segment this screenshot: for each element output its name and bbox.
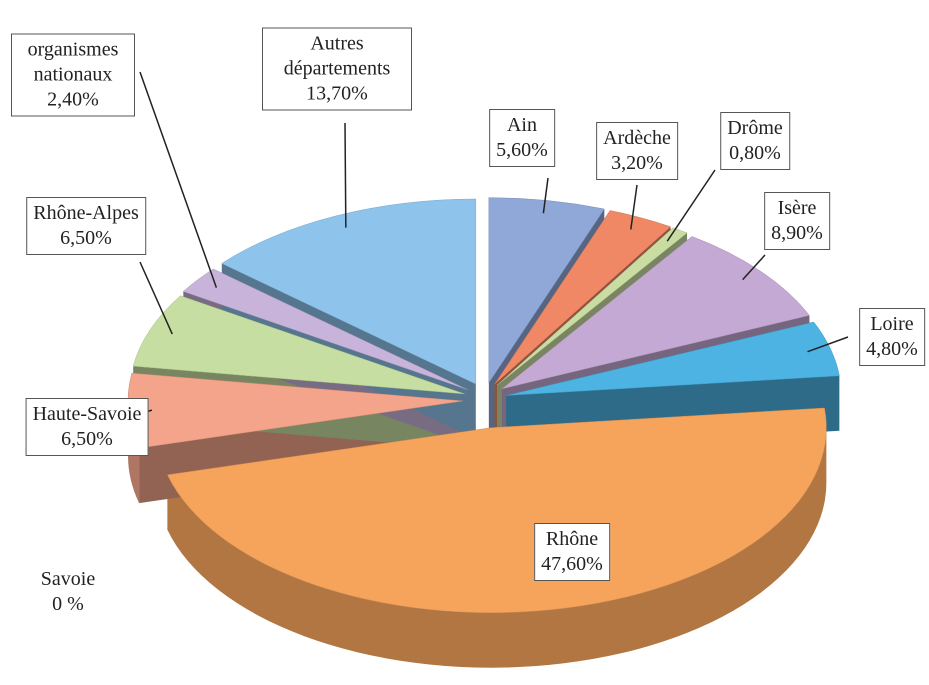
pie-slice — [501, 236, 810, 390]
pie-slice — [496, 227, 688, 386]
data-label: Savoie 0 % — [35, 564, 101, 620]
leader-line — [807, 336, 849, 353]
value-label: 0 % — [52, 593, 84, 615]
pie-slice — [167, 407, 827, 613]
pie-slice — [488, 197, 605, 384]
pie-slice — [182, 268, 468, 390]
leader-line — [344, 122, 347, 228]
leader-line — [742, 254, 766, 281]
value-label: 5,60% — [496, 139, 548, 161]
category-label: Isère — [777, 197, 817, 219]
data-label: Isère 8,90% — [764, 192, 830, 250]
data-label: Rhône-Alpes 6,50% — [26, 197, 146, 255]
data-label: organismes nationaux 2,40% — [11, 33, 135, 117]
value-label: 2,40% — [47, 88, 99, 111]
category-label: Autres départements — [283, 32, 391, 80]
value-label: 3,20% — [611, 152, 663, 174]
leader-line — [139, 261, 173, 335]
leader-line — [630, 184, 638, 230]
category-label: Rhône-Alpes — [33, 202, 139, 224]
category-label: Drôme — [727, 117, 783, 139]
pie-tops — [127, 197, 840, 613]
pie-slice — [506, 321, 840, 396]
value-label: 4,80% — [866, 338, 918, 360]
pie-slice — [132, 295, 465, 395]
value-label: 6,50% — [61, 428, 113, 450]
pie-slice — [494, 210, 672, 385]
leader-line — [542, 177, 549, 214]
value-label: 8,90% — [771, 222, 823, 244]
pie-slice — [221, 198, 477, 385]
category-label: Haute-Savoie — [32, 403, 142, 425]
value-label: 6,50% — [60, 227, 112, 249]
data-label: Autres départements 13,70% — [262, 27, 412, 111]
data-label: Rhône 47,60% — [534, 523, 610, 581]
leader-line — [666, 169, 716, 242]
value-label: 0,80% — [729, 142, 781, 164]
category-label: Ain — [506, 114, 537, 136]
data-label: Ardèche 3,20% — [596, 122, 678, 180]
data-label: Ain 5,60% — [489, 109, 555, 167]
value-label: 13,70% — [306, 82, 368, 105]
category-label: Ardèche — [603, 127, 671, 149]
value-label: 47,60% — [541, 553, 603, 575]
category-label: Loire — [870, 313, 914, 335]
slice-wall — [167, 427, 827, 668]
category-label: organismes nationaux — [27, 38, 119, 86]
category-label: Rhône — [545, 528, 599, 550]
category-label: Savoie — [40, 568, 96, 590]
data-label: Haute-Savoie 6,50% — [25, 398, 149, 456]
leader-line — [139, 71, 218, 288]
data-label: Drôme 0,80% — [720, 112, 790, 170]
data-label: Loire 4,80% — [859, 308, 925, 366]
